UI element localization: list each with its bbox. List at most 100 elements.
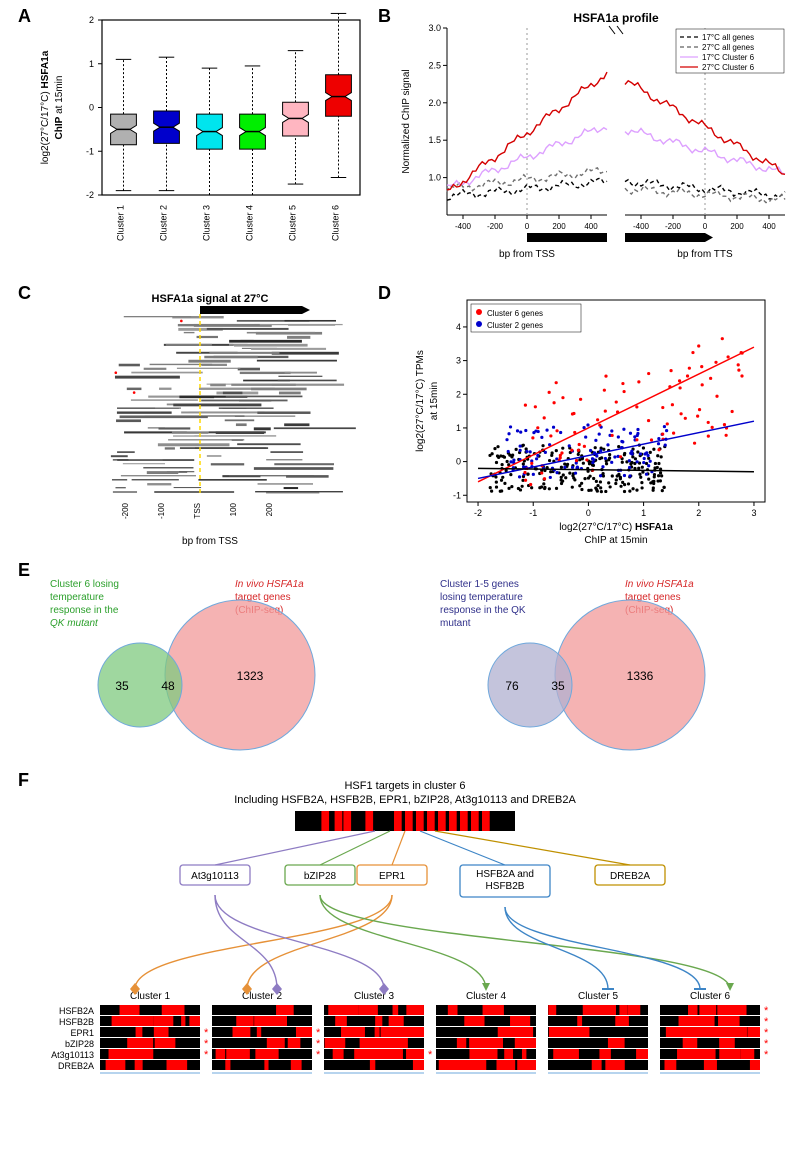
svg-text:Cluster 3: Cluster 3 (354, 991, 394, 1002)
svg-text:1.5: 1.5 (428, 135, 441, 145)
svg-text:48: 48 (161, 679, 175, 693)
svg-text:DREB2A: DREB2A (610, 871, 650, 882)
svg-text:-200: -200 (121, 502, 130, 519)
svg-text:-400: -400 (455, 222, 472, 231)
svg-text:27°C all genes: 27°C all genes (702, 43, 754, 52)
svg-text:bZIP28: bZIP28 (304, 871, 337, 882)
panel-b-profile: HSFA1a profile 1.0 1.5 2.0 2.5 3.0 Normalized … (395, 10, 795, 270)
svg-text:TSS: TSS (193, 503, 202, 519)
svg-text:35: 35 (115, 679, 129, 693)
panel-b-label: B (378, 6, 391, 27)
svg-text:HSFA1a profile: HSFA1a profile (573, 11, 659, 25)
svg-text:200: 200 (265, 502, 274, 516)
svg-text:QK mutant: QK mutant (50, 618, 99, 629)
svg-text:EPR1: EPR1 (379, 871, 406, 882)
svg-text:4: 4 (456, 322, 461, 332)
svg-text:Cluster 1: Cluster 1 (116, 205, 126, 241)
svg-text:0: 0 (703, 222, 708, 231)
svg-text:temperature: temperature (50, 592, 104, 603)
svg-text:mutant: mutant (440, 618, 471, 629)
svg-text:2.5: 2.5 (428, 60, 441, 70)
svg-text:Cluster 6 losing: Cluster 6 losing (50, 579, 119, 590)
svg-text:35: 35 (551, 679, 565, 693)
svg-text:bp from TSS: bp from TSS (499, 249, 555, 260)
svg-text:0: 0 (456, 457, 461, 467)
svg-text:response in the QK: response in the QK (440, 605, 526, 616)
svg-text:log2(27°C/17°C) TPMs: log2(27°C/17°C) TPMs (415, 350, 426, 452)
svg-text:At3g10113: At3g10113 (51, 1050, 94, 1060)
svg-text:Cluster 2: Cluster 2 (159, 205, 169, 241)
svg-text:200: 200 (730, 222, 744, 231)
svg-text:-2: -2 (86, 190, 94, 200)
svg-text:0: 0 (89, 103, 94, 113)
panel-f-network: HSF1 targets in cluster 6Including HSFB2… (20, 775, 790, 1165)
svg-text:0: 0 (525, 222, 530, 231)
svg-text:Cluster 3: Cluster 3 (202, 205, 212, 241)
svg-text:Cluster 1-5 genes: Cluster 1-5 genes (440, 579, 519, 590)
svg-text:1323: 1323 (237, 669, 264, 683)
svg-text:-200: -200 (487, 222, 504, 231)
svg-text:Including HSFB2A, HSFB2B, EPR1: Including HSFB2A, HSFB2B, EPR1, bZIP28, … (234, 794, 576, 806)
svg-text:17°C all genes: 17°C all genes (702, 33, 754, 42)
svg-text:-2: -2 (474, 508, 482, 518)
svg-text:at 15min: at 15min (429, 382, 440, 420)
svg-text:log2(27°C/17°C) HSFA1a: log2(27°C/17°C) HSFA1a (559, 522, 673, 533)
svg-text:ChIP at 15min: ChIP at 15min (54, 76, 65, 140)
svg-text:In vivo HSFA1a: In vivo HSFA1a (235, 579, 304, 590)
panel-c-heatmap: HSFA1a signal at 27°C -200 -100 TSS 100 200 bp… (60, 290, 360, 550)
svg-text:Normalized ChIP signal: Normalized ChIP signal (401, 69, 412, 173)
svg-text:DREB2A: DREB2A (58, 1061, 94, 1071)
svg-text:HSFB2A and: HSFB2A and (476, 869, 534, 880)
svg-text:In vivo HSFA1a: In vivo HSFA1a (625, 579, 694, 590)
svg-text:ChIP at 15min: ChIP at 15min (584, 535, 647, 546)
svg-text:17°C Cluster 6: 17°C Cluster 6 (702, 53, 755, 62)
svg-text:bp from TSS: bp from TSS (182, 536, 238, 547)
svg-text:HSFB2A: HSFB2A (59, 1006, 94, 1016)
panel-d-label: D (378, 283, 391, 304)
svg-text:3.0: 3.0 (428, 23, 441, 33)
svg-text:HSFA1a signal at 27°C: HSFA1a signal at 27°C (152, 293, 269, 305)
svg-text:*: * (316, 1049, 321, 1061)
svg-text:1: 1 (641, 508, 646, 518)
svg-text:Cluster 5: Cluster 5 (578, 991, 618, 1002)
svg-text:Cluster 6: Cluster 6 (690, 991, 730, 1002)
svg-text:Cluster 6 genes: Cluster 6 genes (487, 309, 543, 318)
svg-text:HSFB2B: HSFB2B (486, 881, 525, 892)
svg-text:-400: -400 (633, 222, 650, 231)
svg-text:*: * (764, 1049, 769, 1061)
svg-text:-1: -1 (529, 508, 537, 518)
svg-text:100: 100 (229, 502, 238, 516)
panel-c-label: C (18, 283, 31, 304)
svg-text:76: 76 (505, 679, 519, 693)
svg-text:2: 2 (696, 508, 701, 518)
svg-text:losing temperature: losing temperature (440, 592, 523, 603)
svg-text:response in the: response in the (50, 605, 119, 616)
svg-text:At3g10113: At3g10113 (191, 871, 239, 882)
svg-text:3: 3 (751, 508, 756, 518)
svg-text:HSFB2B: HSFB2B (59, 1017, 94, 1027)
svg-text:log2(27°C/17°C) HSFA1a: log2(27°C/17°C) HSFA1a (40, 50, 51, 164)
svg-text:0: 0 (586, 508, 591, 518)
svg-text:Cluster 2 genes: Cluster 2 genes (487, 321, 543, 330)
svg-text:1: 1 (89, 59, 94, 69)
svg-text:1336: 1336 (627, 669, 654, 683)
panel-a-boxplot: -2 -1 0 1 2 log2(27°C/17°C) HSFA1aChIP at 15m… (30, 10, 370, 270)
svg-text:Cluster 4: Cluster 4 (245, 205, 255, 241)
svg-text:bp from TTS: bp from TTS (677, 249, 733, 260)
svg-text:2.0: 2.0 (428, 98, 441, 108)
svg-text:400: 400 (584, 222, 598, 231)
panel-d-scatter: -2-10123-101234log2(27°C/17°C) TPMsat 15… (405, 290, 775, 550)
svg-text:-200: -200 (665, 222, 682, 231)
svg-text:bZIP28: bZIP28 (65, 1039, 94, 1049)
svg-text:-100: -100 (157, 502, 166, 519)
svg-text:2: 2 (89, 15, 94, 25)
svg-text:-1: -1 (453, 490, 461, 500)
svg-text:400: 400 (762, 222, 776, 231)
svg-text:-1: -1 (86, 146, 94, 156)
panel-e-venn: Cluster 6 losing temperature response in t… (20, 565, 790, 765)
svg-text:Cluster 4: Cluster 4 (466, 991, 506, 1002)
svg-text:1.0: 1.0 (428, 173, 441, 183)
svg-text:27°C Cluster 6: 27°C Cluster 6 (702, 63, 755, 72)
svg-text:Cluster 6: Cluster 6 (331, 205, 341, 241)
svg-text:200: 200 (552, 222, 566, 231)
